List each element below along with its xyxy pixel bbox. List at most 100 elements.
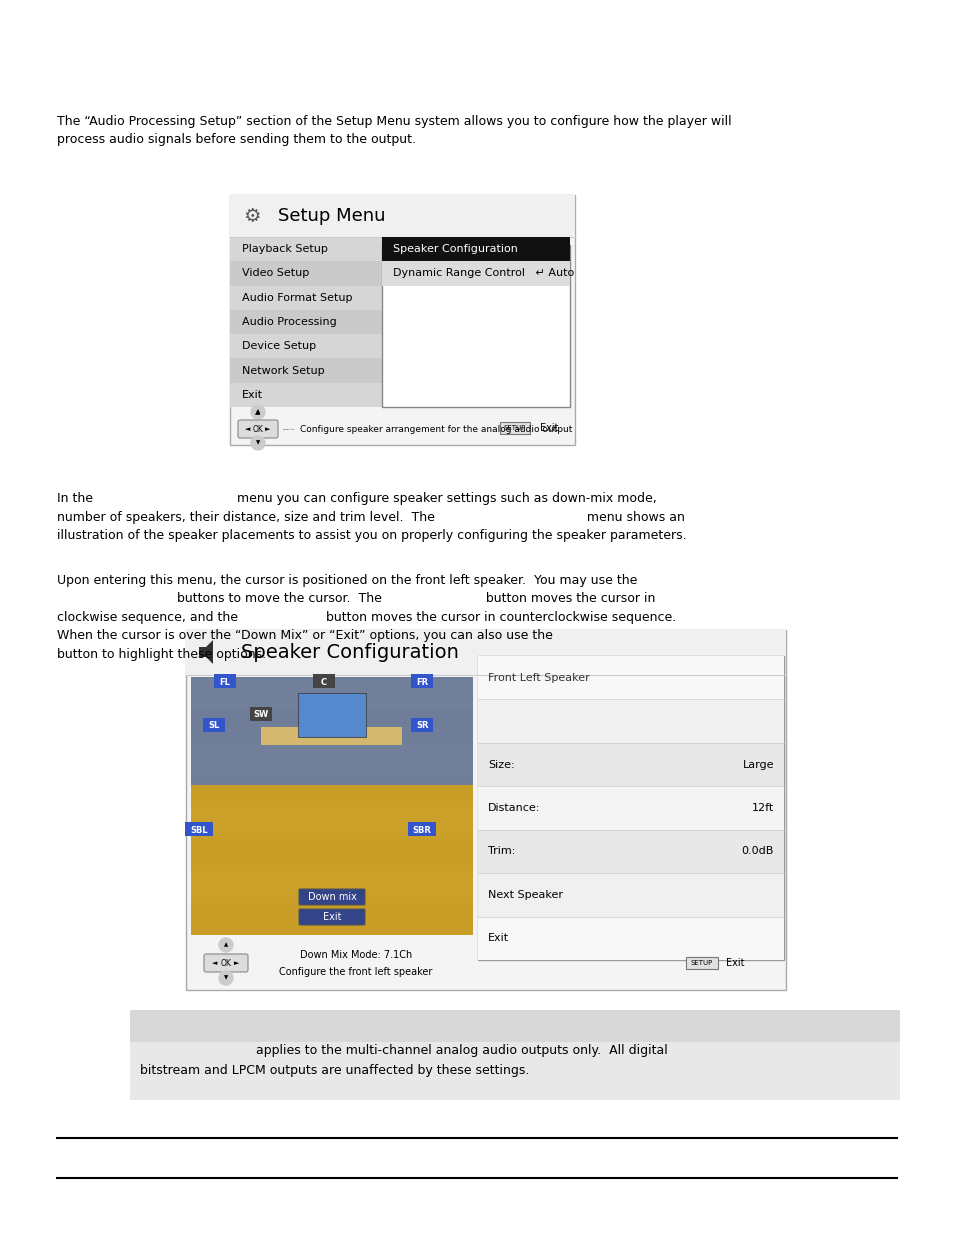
- Text: ▲: ▲: [255, 410, 260, 415]
- Text: In the                                    menu you can configure speaker setting: In the menu you can configure speaker se…: [57, 492, 686, 542]
- Bar: [230, 335, 385, 358]
- Bar: [477, 787, 783, 830]
- Bar: [191, 785, 473, 935]
- Bar: [381, 262, 569, 285]
- Text: Down mix: Down mix: [307, 892, 356, 902]
- Text: Configure the front left speaker: Configure the front left speaker: [279, 967, 433, 977]
- Bar: [261, 726, 402, 745]
- Bar: [477, 873, 783, 916]
- Bar: [477, 743, 783, 787]
- Text: Down Mix Mode: 7.1Ch: Down Mix Mode: 7.1Ch: [299, 950, 412, 960]
- Bar: [230, 358, 385, 383]
- Text: 12ft: 12ft: [751, 803, 773, 813]
- Bar: [191, 709, 473, 741]
- Bar: [191, 677, 473, 785]
- Text: ▼: ▼: [255, 441, 260, 446]
- Text: Exit: Exit: [322, 911, 341, 923]
- Text: Playback Setup: Playback Setup: [242, 245, 328, 254]
- Text: SBL: SBL: [191, 826, 208, 835]
- Text: C: C: [320, 678, 326, 687]
- Text: ⚙: ⚙: [243, 206, 260, 226]
- Bar: [186, 630, 785, 990]
- Text: Exit: Exit: [725, 958, 743, 968]
- Bar: [230, 285, 385, 310]
- Text: SL: SL: [208, 721, 219, 730]
- Text: Next Speaker: Next Speaker: [488, 890, 562, 900]
- Text: Upon entering this menu, the cursor is positioned on the front left speaker.  Yo: Upon entering this menu, the cursor is p…: [57, 574, 676, 661]
- Text: Distance:: Distance:: [488, 803, 539, 813]
- Circle shape: [219, 939, 233, 952]
- Text: Speaker Configuration: Speaker Configuration: [241, 642, 458, 662]
- Bar: [191, 903, 473, 935]
- Bar: [191, 806, 473, 839]
- Bar: [499, 422, 530, 433]
- Text: Exit: Exit: [488, 934, 509, 944]
- Text: ►: ►: [265, 426, 271, 432]
- Text: Exit: Exit: [539, 424, 558, 433]
- Text: 0.0dB: 0.0dB: [740, 846, 773, 856]
- Text: Audio Processing: Audio Processing: [242, 317, 336, 327]
- Bar: [685, 957, 718, 969]
- Bar: [313, 674, 335, 688]
- Bar: [251, 706, 273, 721]
- Text: Front Left Speaker: Front Left Speaker: [488, 673, 589, 683]
- Text: ◄: ◄: [213, 960, 217, 966]
- Text: FR: FR: [416, 678, 428, 687]
- Bar: [230, 262, 385, 285]
- Text: Playback Setup: Playback Setup: [283, 429, 294, 430]
- Text: Network Setup: Network Setup: [242, 366, 324, 375]
- Bar: [477, 916, 783, 960]
- Text: Setup Menu: Setup Menu: [277, 207, 385, 225]
- Text: Configure speaker arrangement for the analog audio output: Configure speaker arrangement for the an…: [299, 425, 572, 433]
- Text: Large: Large: [741, 760, 773, 769]
- Bar: [477, 830, 783, 873]
- Bar: [191, 774, 473, 806]
- FancyBboxPatch shape: [298, 909, 365, 925]
- FancyBboxPatch shape: [298, 889, 365, 905]
- Text: FL: FL: [219, 678, 230, 687]
- Text: OK: OK: [220, 958, 232, 967]
- Bar: [130, 1041, 899, 1100]
- Bar: [191, 839, 473, 871]
- Text: applies to the multi-channel analog audio outputs only.  All digital: applies to the multi-channel analog audi…: [140, 1045, 667, 1057]
- Text: OK: OK: [253, 425, 263, 433]
- FancyBboxPatch shape: [204, 953, 248, 972]
- Text: ▲: ▲: [224, 942, 228, 947]
- Text: Size:: Size:: [488, 760, 514, 769]
- Text: SETUP: SETUP: [503, 425, 525, 431]
- FancyBboxPatch shape: [237, 420, 277, 438]
- Bar: [213, 674, 235, 688]
- Bar: [477, 656, 783, 960]
- Bar: [191, 741, 473, 774]
- Bar: [230, 237, 385, 262]
- Text: bitstream and LPCM outputs are unaffected by these settings.: bitstream and LPCM outputs are unaffecte…: [140, 1065, 529, 1077]
- Text: Device Setup: Device Setup: [242, 341, 315, 351]
- Text: Audio Format Setup: Audio Format Setup: [242, 293, 352, 303]
- Text: The “Audio Processing Setup” section of the Setup Menu system allows you to conf: The “Audio Processing Setup” section of …: [57, 115, 731, 147]
- Bar: [191, 871, 473, 903]
- Text: SBR: SBR: [413, 826, 431, 835]
- Bar: [408, 823, 436, 836]
- Text: Exit: Exit: [242, 390, 263, 400]
- Bar: [411, 718, 433, 732]
- Bar: [411, 674, 433, 688]
- Text: Trim:: Trim:: [488, 846, 515, 856]
- Text: SR: SR: [416, 721, 428, 730]
- Text: Dynamic Range Control   ↵ Auto: Dynamic Range Control ↵ Auto: [393, 268, 574, 278]
- Text: Video Setup: Video Setup: [242, 268, 309, 278]
- Bar: [130, 1010, 899, 1041]
- Text: ►: ►: [234, 960, 239, 966]
- Bar: [185, 823, 213, 836]
- Bar: [230, 195, 575, 237]
- Bar: [230, 310, 385, 335]
- Bar: [202, 718, 224, 732]
- Bar: [298, 693, 365, 736]
- Circle shape: [219, 971, 233, 986]
- Bar: [381, 237, 569, 262]
- Text: SW: SW: [253, 710, 269, 720]
- Text: SETUP: SETUP: [690, 960, 713, 966]
- Bar: [230, 383, 385, 408]
- Bar: [381, 245, 569, 408]
- Bar: [191, 677, 473, 709]
- Text: Speaker Configuration: Speaker Configuration: [393, 245, 517, 254]
